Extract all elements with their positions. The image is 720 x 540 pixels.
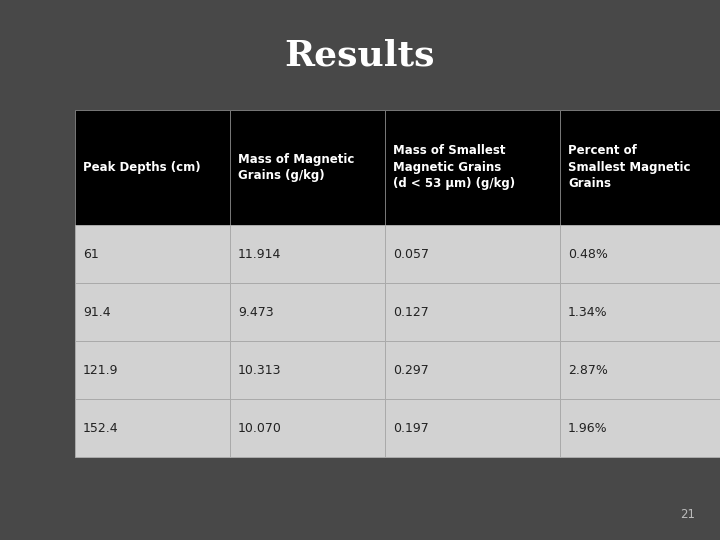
Text: Mass of Smallest
Magnetic Grains
(d < 53 μm) (g/kg): Mass of Smallest Magnetic Grains (d < 53… <box>393 145 515 191</box>
Text: 0.48%: 0.48% <box>568 247 608 260</box>
Text: 0.197: 0.197 <box>393 422 428 435</box>
FancyBboxPatch shape <box>230 225 385 283</box>
FancyBboxPatch shape <box>230 399 385 457</box>
Text: 9.473: 9.473 <box>238 306 274 319</box>
FancyBboxPatch shape <box>385 283 560 341</box>
FancyBboxPatch shape <box>75 341 230 399</box>
Text: 11.914: 11.914 <box>238 247 282 260</box>
FancyBboxPatch shape <box>75 225 230 283</box>
Text: 21: 21 <box>680 508 695 521</box>
FancyBboxPatch shape <box>385 341 560 399</box>
FancyBboxPatch shape <box>560 341 720 399</box>
Text: Percent of
Smallest Magnetic
Grains: Percent of Smallest Magnetic Grains <box>568 145 690 191</box>
Text: 1.34%: 1.34% <box>568 306 608 319</box>
Text: 0.057: 0.057 <box>393 247 429 260</box>
FancyBboxPatch shape <box>230 110 385 225</box>
Text: 10.070: 10.070 <box>238 422 282 435</box>
Text: 152.4: 152.4 <box>83 422 119 435</box>
Text: 0.297: 0.297 <box>393 363 428 376</box>
Text: Results: Results <box>284 38 436 72</box>
FancyBboxPatch shape <box>230 283 385 341</box>
Text: Peak Depths (cm): Peak Depths (cm) <box>83 161 201 174</box>
FancyBboxPatch shape <box>560 110 720 225</box>
FancyBboxPatch shape <box>75 283 230 341</box>
Text: 10.313: 10.313 <box>238 363 282 376</box>
Text: 121.9: 121.9 <box>83 363 119 376</box>
Text: 61: 61 <box>83 247 99 260</box>
Text: 1.96%: 1.96% <box>568 422 608 435</box>
Text: 2.87%: 2.87% <box>568 363 608 376</box>
FancyBboxPatch shape <box>560 399 720 457</box>
FancyBboxPatch shape <box>230 341 385 399</box>
FancyBboxPatch shape <box>385 225 560 283</box>
FancyBboxPatch shape <box>560 225 720 283</box>
FancyBboxPatch shape <box>75 110 230 225</box>
FancyBboxPatch shape <box>385 110 560 225</box>
FancyBboxPatch shape <box>385 399 560 457</box>
Text: 91.4: 91.4 <box>83 306 111 319</box>
Text: 0.127: 0.127 <box>393 306 428 319</box>
FancyBboxPatch shape <box>560 283 720 341</box>
Text: Mass of Magnetic
Grains (g/kg): Mass of Magnetic Grains (g/kg) <box>238 153 354 182</box>
FancyBboxPatch shape <box>75 399 230 457</box>
